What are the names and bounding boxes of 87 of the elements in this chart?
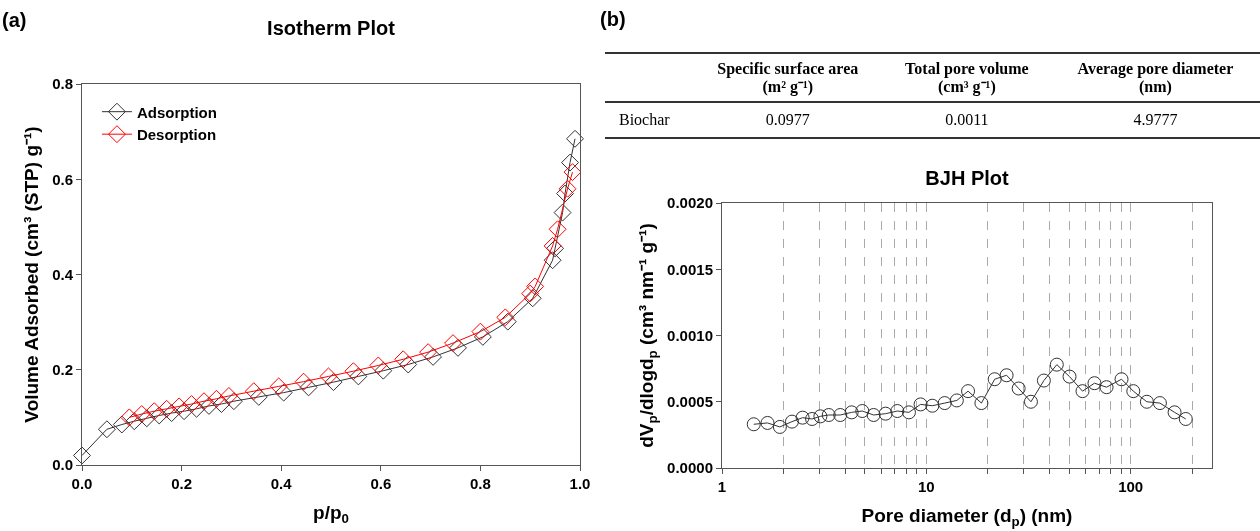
y-tick-label: 0.0005 (667, 393, 713, 410)
point (553, 203, 572, 222)
y-tick-label: 0.2 (52, 361, 73, 378)
point (496, 308, 515, 327)
point (187, 399, 206, 418)
y-tick-label: 0.8 (52, 75, 73, 93)
y-tick-label: 0.0 (52, 456, 73, 474)
point (498, 312, 517, 331)
category-label: Specific surface area (m² g⁻¹) (692, 53, 883, 103)
y-tick-label: 0.0020 (667, 194, 713, 212)
point (244, 382, 263, 401)
x-tick-label: 100 (1118, 478, 1144, 495)
x-tick-label: 0.8 (469, 475, 491, 492)
point (224, 392, 243, 411)
point (112, 415, 131, 434)
point (132, 405, 151, 423)
point (424, 347, 443, 366)
point (543, 251, 562, 270)
point (157, 399, 176, 418)
point (399, 355, 418, 374)
point (523, 289, 542, 308)
point (349, 367, 368, 386)
x-tick-label: 1.0 (569, 475, 591, 492)
text: (b) (600, 8, 626, 31)
point (473, 327, 492, 346)
point (73, 446, 91, 465)
text: (a) (2, 9, 27, 31)
point (175, 402, 194, 421)
point (195, 392, 213, 411)
point (269, 377, 288, 396)
point (556, 184, 575, 203)
point (125, 412, 144, 431)
category-label: Average pore diameter (nm) (1050, 53, 1260, 103)
point (374, 361, 393, 380)
point (419, 343, 438, 362)
x-tick-label: 0.4 (270, 475, 293, 492)
point (563, 163, 582, 182)
point (324, 373, 343, 392)
point (299, 378, 318, 397)
point (319, 367, 338, 386)
legend-label: Adsorption (136, 103, 217, 121)
point (182, 395, 201, 413)
x-axis-title: Pore diameter (d$_{p}$) (nm) (861, 504, 1073, 529)
point (145, 402, 164, 421)
point (219, 386, 238, 405)
point (274, 383, 293, 402)
y-axis-title: Volume Adsorbed (cm³ (STP) g⁻¹) (20, 126, 42, 423)
category-label: Biochar (619, 111, 670, 129)
point (394, 350, 413, 369)
point (548, 220, 567, 239)
point (162, 404, 181, 423)
x-axis-title: p/p$_{0}$ (313, 501, 349, 526)
point (444, 334, 462, 353)
point (566, 129, 584, 148)
point (558, 179, 577, 198)
y-tick-label: 0.6 (52, 170, 73, 188)
point (521, 284, 540, 303)
chart-title: Isotherm Plot (267, 17, 396, 39)
text: 0.0011 (945, 111, 989, 129)
point (200, 397, 218, 415)
y-tick-label: 0.0000 (667, 459, 713, 477)
x-tick-label: 0.0 (71, 475, 93, 492)
text: 0.0977 (765, 111, 810, 129)
point (294, 372, 313, 391)
point (471, 322, 490, 341)
x-tick-label: 10 (918, 478, 935, 495)
y-tick-label: 0.0010 (667, 326, 713, 344)
point (97, 420, 116, 439)
point (369, 356, 388, 375)
point (344, 362, 363, 381)
point (249, 387, 268, 406)
text: 4.9777 (1133, 111, 1178, 129)
x-tick-label: 0.2 (171, 475, 193, 492)
point (150, 406, 169, 425)
y-tick-label: 0.0015 (667, 260, 713, 278)
point (120, 408, 139, 427)
point (170, 397, 189, 416)
point (526, 277, 545, 296)
category-label: Total pore volume (cm³ g⁻¹) (882, 53, 1051, 103)
x-tick-label: 1 (717, 478, 727, 495)
point (207, 389, 226, 408)
point (561, 153, 579, 172)
point (449, 338, 467, 357)
legend-label: Desorption (136, 126, 217, 144)
x-tick-label: 0.6 (370, 475, 392, 492)
y-tick-label: 0.4 (52, 265, 74, 283)
chart-title: BJH Plot (925, 167, 1010, 189)
